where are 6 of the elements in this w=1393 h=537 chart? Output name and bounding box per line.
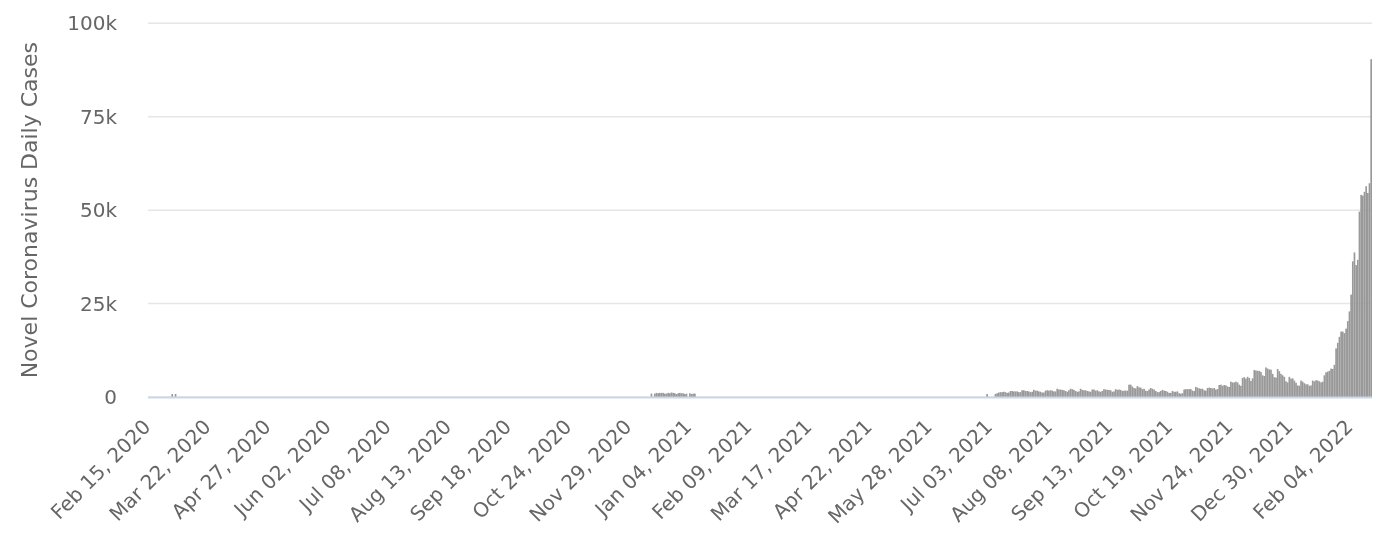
- y-tick-label: 0: [104, 385, 117, 409]
- y-tick-label: 100k: [67, 11, 118, 36]
- y-axis-title: Novel Coronavirus Daily Cases: [16, 41, 42, 379]
- y-tick-label: 50k: [79, 198, 118, 223]
- y-tick-label: 75k: [79, 104, 118, 129]
- y-tick-label: 25k: [79, 291, 118, 316]
